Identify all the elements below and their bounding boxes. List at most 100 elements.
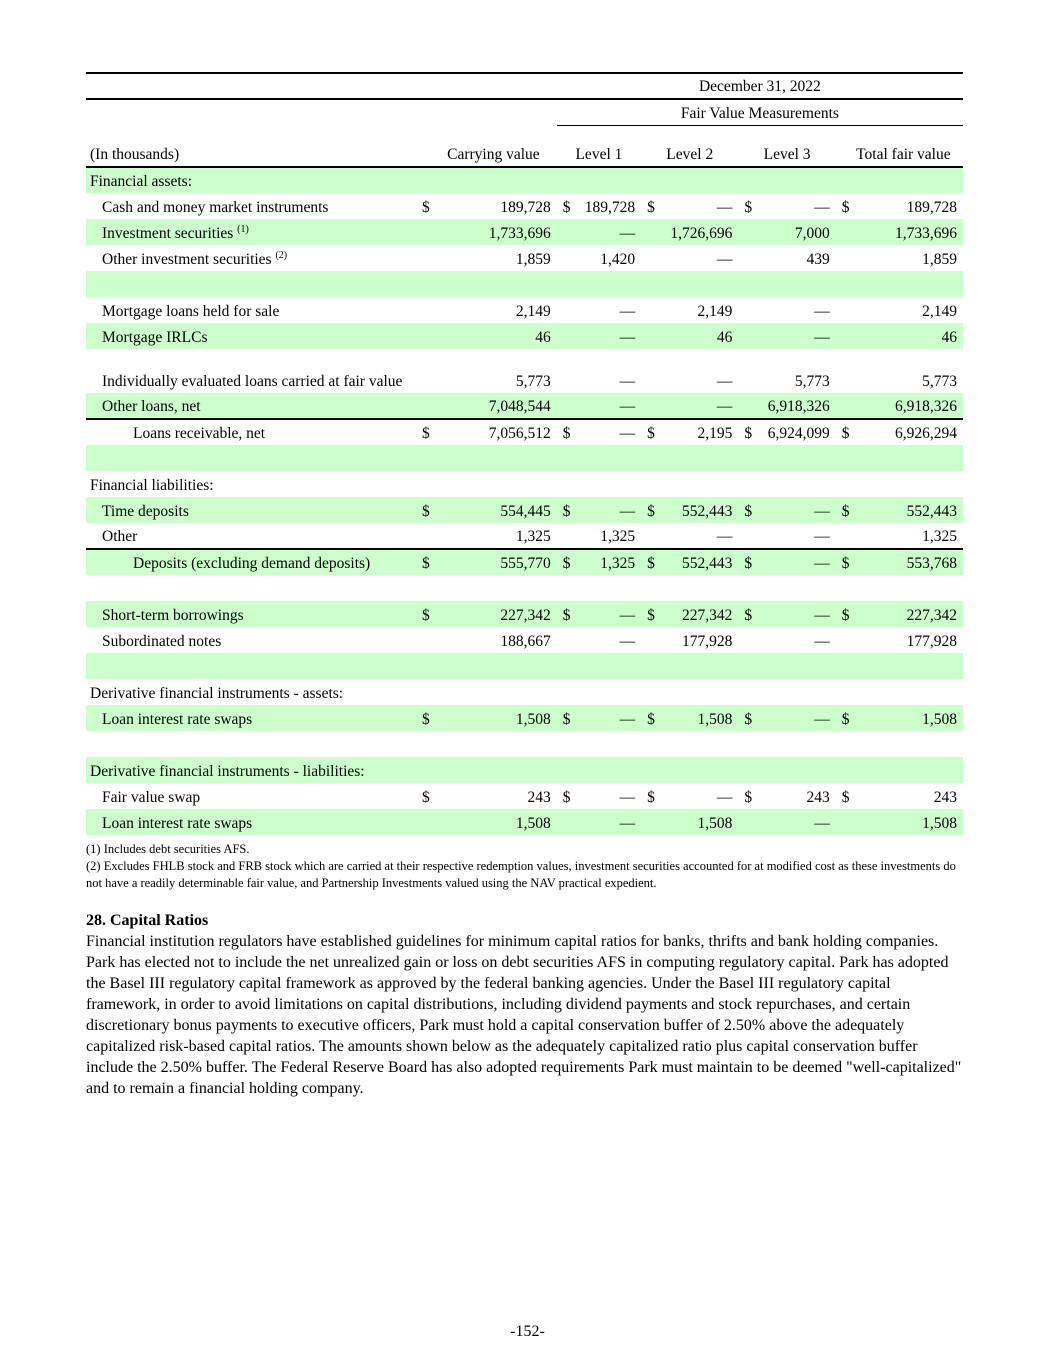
cell-value: 177,928 [682,633,733,650]
cell-value [752,471,835,497]
currency-symbol [557,297,571,323]
currency-symbol [641,323,656,349]
currency-symbol: $ [556,418,571,445]
row-label [86,653,416,679]
cell-value [849,167,963,193]
cell-value: — [655,393,739,419]
currency-symbol [641,167,656,193]
currency-symbol [641,271,656,297]
currency-symbol [557,471,571,497]
group-header: Fair Value Measurements [556,99,963,126]
currency-symbol [836,679,850,705]
currency-symbol [557,523,571,549]
currency-symbol: $ [744,789,753,806]
currency-symbol: $ [835,497,850,523]
row-label: Investment securities (1) [86,219,416,245]
currency-symbol: $ [647,199,655,216]
currency-symbol [416,245,430,271]
section-row: Financial liabilities: [86,471,963,497]
column-header: Level 2 [641,125,739,168]
cell-value: — [619,789,636,806]
table-row: Mortgage loans held for sale 2,149 — 2,149 —… [86,297,963,323]
row-label-text: Other [102,528,138,545]
cell-value [430,757,557,783]
cell-value: — [716,199,733,216]
cell-value: — [752,548,836,575]
currency-symbol [641,393,656,419]
currency-symbol: $ [556,497,571,523]
row-label-text: Other investment securities [102,251,272,268]
currency-symbol [416,219,430,245]
cell-value: 243 [527,789,551,806]
footnote-ref: (1) [237,223,249,235]
currency-symbol [738,809,753,835]
currency-symbol [416,731,430,757]
currency-symbol [836,523,850,549]
cell-value: 243 [933,789,957,806]
cell-value [655,167,739,193]
cell-value: 46 [849,323,963,349]
currency-symbol [416,523,430,549]
cell-value: — [752,809,836,835]
currency-symbol [738,731,752,757]
currency-symbol [738,757,753,783]
cell-value [430,471,557,497]
currency-symbol [416,393,430,419]
row-label: Cash and money market instruments [86,193,416,219]
blank-row [86,575,963,601]
cell-value [850,575,963,601]
cell-value: 1,325 [600,528,636,545]
table-row: Other investment securities (2) 1,859 1,42… [86,245,963,271]
currency-symbol: $ [744,199,753,216]
currency-symbol [556,219,571,245]
currency-symbol [738,323,753,349]
cell-value: 189,728 [500,199,551,216]
cell-value: — [570,323,642,349]
cell-value [570,445,642,471]
currency-symbol: $ [738,601,753,627]
cell-value: 6,926,294 [849,418,963,445]
cell-value [655,653,739,679]
cell-value: — [570,601,642,627]
cell-value: 6,924,099 [752,418,836,445]
currency-symbol: $ [641,418,656,445]
currency-symbol: $ [841,789,850,806]
row-label [86,445,416,471]
cell-value: 5,773 [794,373,830,390]
row-label-text: Other loans, net [102,398,201,415]
blank-row [86,271,963,297]
table-row: Loans receivable, net $7,056,512 $ — $2,195 $… [86,418,963,445]
cell-value [570,271,642,297]
column-header: Carrying value [416,125,557,168]
table-row: Loan interest rate swaps $1,508 $ — $1,508 $ —… [86,705,963,731]
cell-value [430,653,557,679]
row-label-text: Mortgage loans held for sale [102,303,280,320]
cell-value [752,445,836,471]
currency-symbol [641,653,656,679]
cell-value: — [814,528,830,545]
row-label: Other loans, net [86,393,416,419]
currency-symbol [416,323,430,349]
cell-value: — [716,251,733,268]
cell-value: 1,325 [515,528,551,545]
cell-value: 1,420 [600,251,636,268]
currency-symbol [738,653,753,679]
row-label [86,575,416,601]
cell-value: 46 [430,323,557,349]
currency-symbol [641,349,655,393]
cell-value [655,445,739,471]
cell-value [430,167,557,193]
cell-value [570,757,642,783]
currency-symbol [416,679,430,705]
currency-symbol: $ [556,705,571,731]
currency-symbol [738,245,752,271]
currency-symbol [557,679,571,705]
cell-value: 46 [655,323,739,349]
cell-value: — [716,373,733,390]
row-label-text: Investment securities [102,225,234,242]
blank-row [86,731,963,757]
blank-row [86,653,963,679]
cell-value: 227,342 [430,601,557,627]
row-label-text: Mortgage IRLCs [102,329,208,346]
